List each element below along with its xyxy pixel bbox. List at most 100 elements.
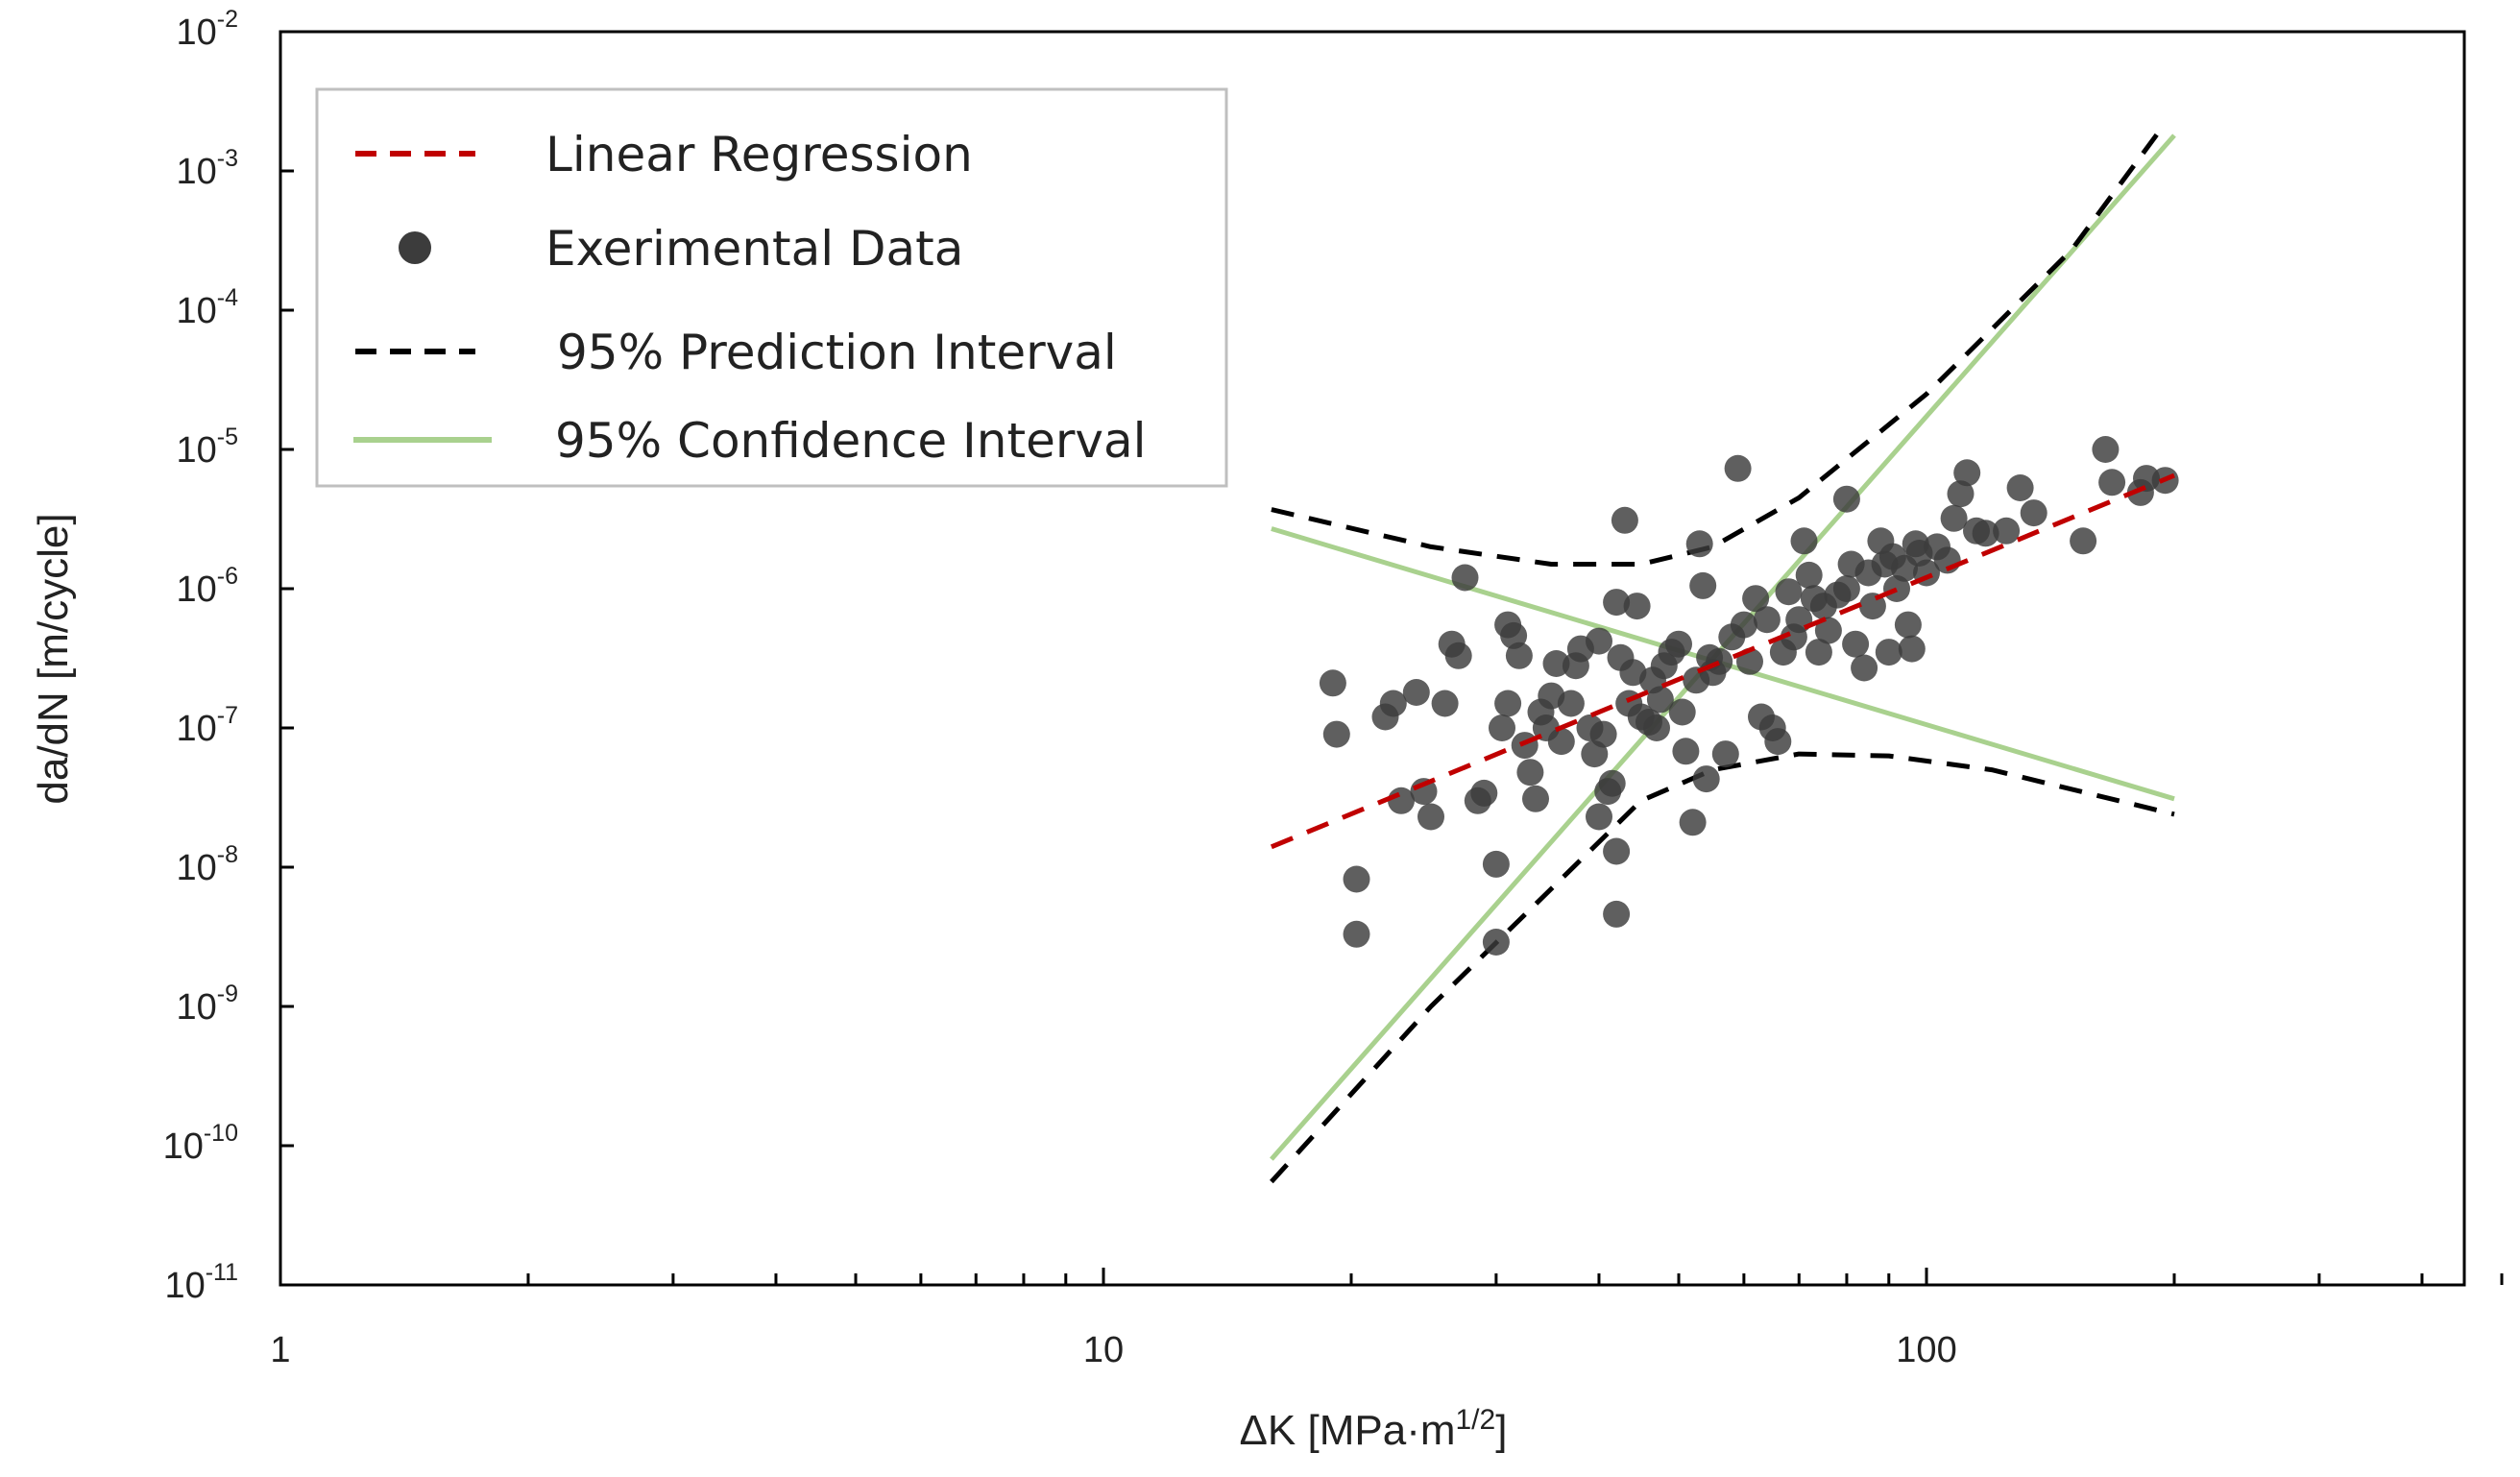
data-point <box>1940 504 1968 532</box>
y-tick-exponent: -6 <box>217 563 238 590</box>
x-axis-ticks: 1 10 100 <box>270 1268 2504 1370</box>
x-axis-label-sup: 1/2 <box>1456 1404 1496 1436</box>
data-point <box>1953 459 1981 487</box>
y-tick-exponent: -4 <box>217 284 238 311</box>
data-point <box>1505 642 1533 669</box>
data-point <box>1764 728 1792 756</box>
data-point <box>1451 564 1479 592</box>
x-axis-label-main: ΔK [MPa·m <box>1240 1407 1456 1454</box>
data-point <box>1603 589 1631 617</box>
data-point <box>1343 920 1370 948</box>
data-point <box>1418 803 1444 831</box>
data-point <box>2098 469 2126 496</box>
data-point <box>1586 627 1612 655</box>
data-point <box>1489 714 1515 741</box>
y-tick-base: 10 <box>164 1266 205 1306</box>
data-point <box>1598 769 1626 797</box>
y-tick-exponent: -9 <box>217 981 238 1007</box>
data-point <box>1805 639 1832 666</box>
data-point <box>1775 578 1803 606</box>
x-axis-label-end: ] <box>1495 1407 1507 1454</box>
legend-label-prediction-interval: 95% Prediction Interval <box>557 325 1117 380</box>
y-axis-label: da/dN [m/cycle] <box>30 513 77 804</box>
x-tick-label: 100 <box>1896 1330 1956 1370</box>
y-tick-label: 10-4 <box>176 284 238 331</box>
y-tick-base: 10 <box>163 1126 204 1167</box>
data-point <box>1894 611 1922 639</box>
data-point <box>1482 929 1510 956</box>
data-point <box>1790 527 1818 555</box>
series-line-linear-regression <box>1270 472 2175 850</box>
data-point <box>1603 900 1631 928</box>
data-point <box>1603 837 1631 865</box>
y-tick-base: 10 <box>176 569 216 610</box>
x-tick-label: 1 <box>270 1330 290 1370</box>
y-tick-exponent: -3 <box>217 145 238 172</box>
data-point <box>1611 506 1638 534</box>
data-point <box>1832 575 1860 602</box>
data-point <box>1665 630 1692 658</box>
data-point <box>2020 499 2048 527</box>
series-line-95-prediction-interval-a <box>1271 121 2168 567</box>
y-tick-label: 10-9 <box>176 981 238 1028</box>
scatter-points <box>1319 436 2179 956</box>
legend-label-experimental-data: Exerimental Data <box>545 221 963 277</box>
data-point <box>1482 850 1510 878</box>
series-line-95-confidence-interval-b <box>1270 133 2176 1161</box>
data-point <box>1643 714 1670 741</box>
data-point <box>1993 517 2021 545</box>
data-point <box>1692 765 1720 793</box>
y-tick-base: 10 <box>176 12 216 53</box>
y-tick-exponent: -2 <box>217 6 238 33</box>
y-tick-label: 10-6 <box>176 563 238 610</box>
data-point <box>1898 635 1926 663</box>
data-point <box>2092 436 2120 463</box>
data-point <box>1668 698 1696 726</box>
data-point <box>1319 669 1346 697</box>
y-tick-base: 10 <box>176 848 216 888</box>
y-tick-exponent: -10 <box>204 1120 238 1147</box>
data-point <box>1431 690 1459 717</box>
data-point <box>1851 654 1878 682</box>
data-point <box>1542 650 1570 677</box>
data-point <box>1689 571 1717 599</box>
legend-label-linear-regression: Linear Regression <box>545 127 973 182</box>
data-point <box>2006 474 2034 501</box>
data-point <box>1711 740 1739 768</box>
data-point <box>1494 690 1522 717</box>
data-point <box>1883 575 1910 602</box>
data-point <box>1322 720 1350 748</box>
y-axis-ticks: 10-210-310-410-510-610-710-810-910-1010-… <box>163 6 294 1306</box>
y-tick-label: 10-11 <box>164 1259 238 1306</box>
legend-label-confidence-interval: 95% Confidence Interval <box>555 413 1147 469</box>
data-point <box>1470 779 1498 807</box>
data-point <box>1842 630 1870 658</box>
data-point <box>1685 530 1713 558</box>
data-point <box>1623 593 1651 620</box>
data-point <box>1557 690 1585 717</box>
data-point <box>1972 520 1999 547</box>
data-point <box>1706 647 1733 675</box>
data-point <box>1742 585 1770 613</box>
data-point <box>1343 865 1370 893</box>
data-point <box>1795 561 1823 589</box>
data-point <box>1672 738 1700 765</box>
data-point <box>1832 485 1860 513</box>
y-tick-base: 10 <box>176 291 216 331</box>
x-tick-label: 10 <box>1083 1330 1124 1370</box>
y-tick-label: 10-3 <box>176 145 238 192</box>
data-point <box>1586 803 1612 831</box>
data-point <box>1947 480 1975 508</box>
data-point <box>1646 686 1674 714</box>
y-tick-exponent: -8 <box>217 841 238 868</box>
y-tick-label: 10-2 <box>176 6 238 53</box>
y-tick-label: 10-10 <box>163 1120 238 1167</box>
data-point <box>1679 809 1707 836</box>
data-point <box>1724 454 1752 482</box>
data-point <box>1444 642 1472 669</box>
y-tick-base: 10 <box>176 987 216 1028</box>
data-point <box>1402 679 1430 706</box>
data-point <box>1516 759 1544 787</box>
legend: Linear Regression Exerimental Data 95% P… <box>315 87 1228 488</box>
